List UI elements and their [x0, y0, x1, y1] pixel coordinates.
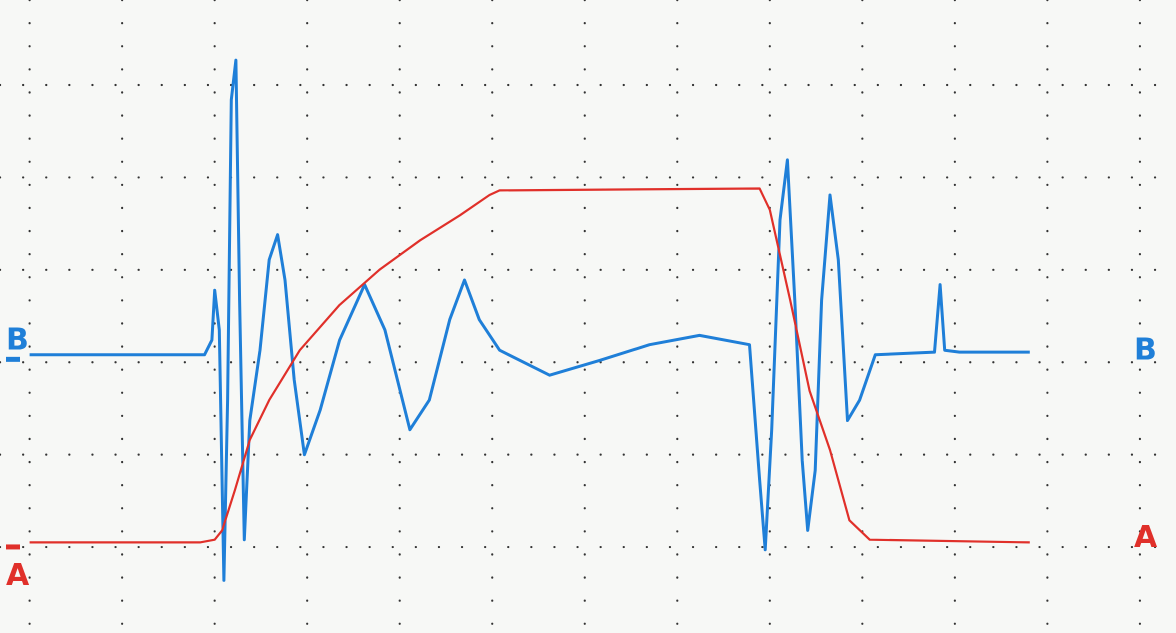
oscilloscope-screen: B B A A — [0, 0, 1176, 633]
channel-marker — [6, 357, 20, 362]
channel-label: A — [1134, 520, 1158, 555]
channel-label: B — [6, 322, 29, 357]
channel-marker — [6, 544, 20, 549]
channel-label: B — [1134, 332, 1157, 367]
trace-0 — [30, 60, 1030, 580]
channel-label: A — [6, 558, 30, 593]
